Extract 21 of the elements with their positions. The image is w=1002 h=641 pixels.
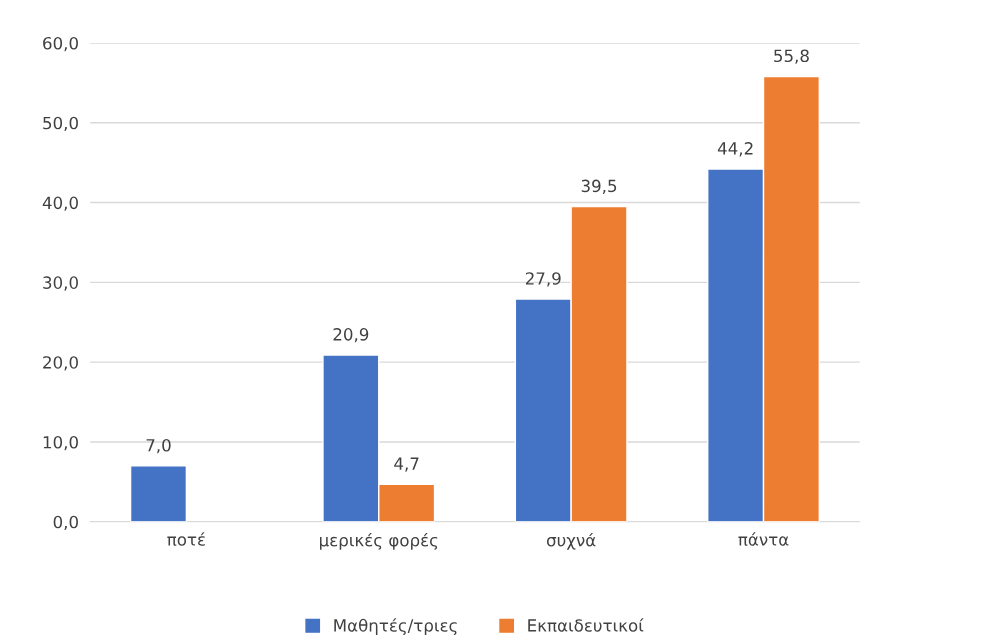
y-tick-label: 10,0 bbox=[43, 435, 78, 451]
y-tick-label: 40,0 bbox=[42, 196, 78, 211]
legend-label: Μαθητές/τριες bbox=[334, 618, 457, 636]
bar bbox=[129, 465, 188, 522]
x-tick-label: μερικές φορές bbox=[320, 532, 438, 550]
data-label: 4,7 bbox=[394, 457, 419, 472]
y-tick-label: 60,0 bbox=[43, 36, 78, 52]
data-label: 44,2 bbox=[717, 142, 753, 157]
data-label: 55,8 bbox=[774, 49, 809, 64]
y-tick-label: 0,0 bbox=[53, 515, 78, 531]
data-label: 27,9 bbox=[525, 272, 561, 287]
data-label: 7,0 bbox=[146, 438, 171, 454]
y-tick-label: 50,0 bbox=[43, 116, 78, 132]
data-label: 39,5 bbox=[581, 179, 617, 194]
x-tick-label: συχνά bbox=[546, 532, 596, 550]
data-label: 20,9 bbox=[333, 328, 369, 343]
legend-label: Εκπαιδευτικοί bbox=[528, 618, 644, 632]
x-tick-label: πάντα bbox=[738, 532, 789, 546]
y-tick-label: 30,0 bbox=[43, 276, 78, 291]
x-tick-label: ποτέ bbox=[167, 532, 205, 546]
y-tick-label: 20,0 bbox=[43, 356, 78, 371]
